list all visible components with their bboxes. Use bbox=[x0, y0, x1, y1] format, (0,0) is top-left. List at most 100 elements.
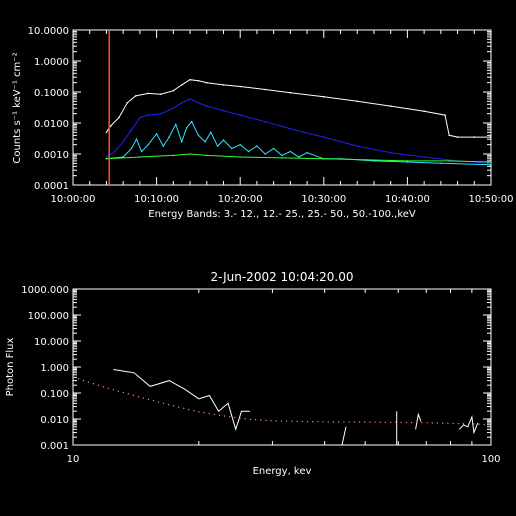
spectrum-xlabel: Energy, kev bbox=[253, 466, 312, 477]
spectrum-xtick-label: 100 bbox=[481, 454, 500, 465]
lightcurve-xlabel: Energy Bands: 3.- 12., 12.- 25., 25.- 50… bbox=[148, 209, 416, 220]
lightcurve-axes: 0.0001 0.0010 0.0100 0.1000 1.0000 10.0000 10:… bbox=[28, 26, 514, 205]
spectrum-chart: 2-Jun-2002 10:04:20.00 0.001 0.010 0.100 1.… bbox=[5, 270, 501, 477]
spectrum-title: 2-Jun-2002 10:04:20.00 bbox=[210, 270, 353, 284]
lightcurve-ytick-label: 0.1000 bbox=[34, 88, 69, 99]
lightcurve-point bbox=[197, 134, 200, 137]
lightcurve-point bbox=[155, 133, 158, 135]
lightcurve-point bbox=[147, 92, 149, 95]
lightcurve-point bbox=[197, 80, 200, 82]
lightcurve-point bbox=[210, 131, 212, 134]
lightcurve-point bbox=[448, 134, 451, 137]
lightcurve-point bbox=[185, 127, 188, 129]
lightcurve-point bbox=[172, 107, 175, 109]
lightcurve-point bbox=[109, 125, 112, 127]
lightcurve-point bbox=[130, 147, 133, 150]
lightcurve-point bbox=[406, 161, 409, 163]
lightcurve-xtick-label: 10:00:00 bbox=[51, 194, 96, 205]
lightcurve-point bbox=[389, 105, 392, 107]
lightcurve-point bbox=[126, 102, 129, 104]
lightcurve-point bbox=[489, 161, 492, 163]
lightcurve-point bbox=[323, 136, 325, 138]
lightcurve-point bbox=[456, 136, 459, 138]
lightcurve-point bbox=[105, 131, 108, 134]
lightcurve-point bbox=[160, 112, 162, 115]
lightcurve-series-line bbox=[105, 79, 491, 138]
lightcurve-point bbox=[323, 158, 325, 160]
spectrum-ytick-label: 0.100 bbox=[40, 389, 69, 400]
lightcurve-plot-frame bbox=[72, 29, 492, 186]
lightcurve-point bbox=[172, 154, 175, 157]
lightcurve-point bbox=[231, 147, 233, 150]
lightcurve-point bbox=[440, 162, 442, 165]
lightcurve-point bbox=[289, 128, 292, 130]
lightcurve-point bbox=[239, 85, 241, 88]
spectrum-observed-line bbox=[415, 412, 422, 430]
lightcurve-point bbox=[139, 116, 141, 119]
lightcurve-point bbox=[444, 114, 446, 116]
lightcurve-point bbox=[204, 140, 206, 143]
lightcurve-point bbox=[222, 109, 225, 112]
spectrum-observed-line bbox=[396, 411, 400, 446]
spectrum-observed-line bbox=[113, 369, 250, 432]
lightcurve-point bbox=[118, 116, 120, 119]
spectrum-ytick-label: 100.000 bbox=[28, 311, 69, 322]
lightcurve-point bbox=[206, 105, 208, 107]
lightcurve-point bbox=[122, 140, 124, 143]
lightcurve-point bbox=[323, 96, 325, 98]
lightcurve-series-line bbox=[106, 153, 491, 163]
spectrum-observed-line bbox=[458, 414, 479, 435]
lightcurve-point bbox=[105, 158, 108, 160]
lightcurve-point bbox=[206, 154, 208, 157]
lightcurve-point bbox=[180, 84, 183, 86]
lightcurve-point bbox=[389, 151, 392, 154]
lightcurve-chart: 0.0001 0.0010 0.0100 0.1000 1.0000 10.0000 10:… bbox=[12, 26, 513, 220]
lightcurve-point bbox=[147, 114, 149, 116]
lightcurve-point bbox=[289, 91, 292, 94]
lightcurve-point bbox=[473, 136, 476, 138]
lightcurve-point bbox=[356, 100, 359, 103]
lightcurve-point bbox=[281, 157, 283, 159]
lightcurve-xtick-label: 10:50:00 bbox=[469, 194, 514, 205]
lightcurve-point bbox=[160, 93, 162, 95]
lightcurve-ytick-label: 0.0010 bbox=[34, 150, 69, 161]
lightcurve-point bbox=[356, 145, 359, 147]
lightcurve-point bbox=[272, 147, 275, 150]
lightcurve-point bbox=[216, 145, 219, 147]
lightcurve-point bbox=[190, 120, 193, 123]
lightcurve-point bbox=[206, 81, 208, 84]
lightcurve-point bbox=[239, 143, 241, 146]
spectrum-ytick-label: 0.001 bbox=[40, 441, 69, 452]
lightcurve-point bbox=[423, 110, 425, 112]
spectrum-series bbox=[72, 369, 492, 446]
lightcurve-point bbox=[364, 159, 367, 161]
lightcurve-point bbox=[130, 129, 133, 131]
lightcurve-series-line bbox=[106, 98, 491, 164]
lightcurve-point bbox=[239, 114, 241, 116]
spectrum-axes: 0.001 0.010 0.100 1.000 10.000 100.000 1000.00… bbox=[21, 285, 500, 465]
lightcurve-point bbox=[134, 95, 137, 97]
lightcurve-series-line bbox=[106, 120, 491, 166]
lightcurve-point bbox=[139, 156, 141, 158]
lightcurve-xtick-label: 10:10:00 bbox=[134, 194, 179, 205]
lightcurve-point bbox=[406, 160, 409, 162]
lightcurve-point bbox=[180, 102, 183, 104]
lightcurve-point bbox=[256, 145, 258, 147]
lightcurve-point bbox=[189, 78, 191, 81]
spectrum-observed-line bbox=[341, 426, 347, 446]
lightcurve-point bbox=[135, 138, 138, 140]
lightcurve-point bbox=[281, 154, 283, 157]
lightcurve-point bbox=[168, 136, 170, 138]
lightcurve-point bbox=[189, 98, 191, 100]
lightcurve-point bbox=[264, 120, 267, 123]
lightcurve-ytick-label: 10.0000 bbox=[28, 26, 69, 37]
lightcurve-point bbox=[247, 150, 250, 153]
lightcurve-ytick-label: 0.0100 bbox=[34, 119, 69, 130]
spectrum-ytick-label: 1000.000 bbox=[21, 285, 69, 296]
lightcurve-point bbox=[423, 156, 425, 158]
lightcurve-ylabel: Counts s⁻¹ keV⁻¹ cm⁻² bbox=[12, 52, 23, 163]
lightcurve-point bbox=[448, 160, 451, 162]
lightcurve-point bbox=[147, 143, 149, 146]
lightcurve-series bbox=[105, 78, 492, 166]
lightcurve-point bbox=[297, 156, 300, 158]
